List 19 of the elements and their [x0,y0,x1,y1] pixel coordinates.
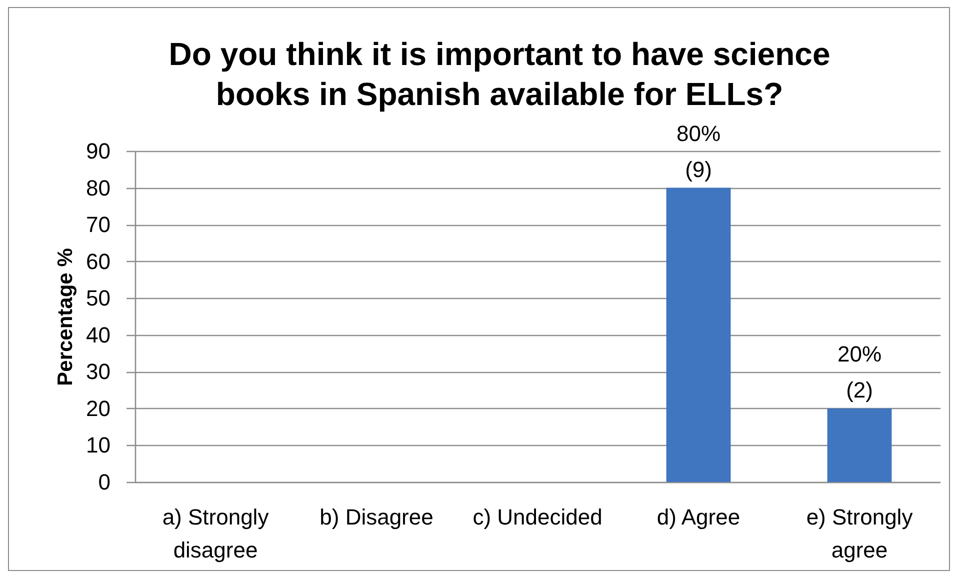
y-tick-label: 40 [86,322,110,348]
y-tick-label: 0 [98,470,110,494]
x-tick-label: a) Strongly disagree [162,504,269,562]
x-tick-label: d) Agree [656,504,740,530]
y-tick-label: 70 [86,212,110,238]
y-tick-label: 50 [86,286,110,311]
y-tick-label: 60 [86,248,110,274]
x-tick-label: c) Undecided [472,504,602,530]
y-tick-label: 80 [86,175,110,200]
y-tick-label: 20 [86,396,110,421]
x-tick-label: b) Disagree [320,504,434,530]
x-tick-label: e) Strongly agree [806,504,913,562]
data-label: 20% (2) [837,341,882,402]
y-tick-label: 90 [86,138,110,164]
y-tick-label: 30 [86,359,110,384]
data-label: 80% (9) [676,120,721,182]
y-tick-label: 10 [86,432,110,458]
chart-title: Do you think it is important to have science books in Spanish available for ELLs? [168,36,830,112]
y-axis-title: Percentage % [54,248,78,386]
